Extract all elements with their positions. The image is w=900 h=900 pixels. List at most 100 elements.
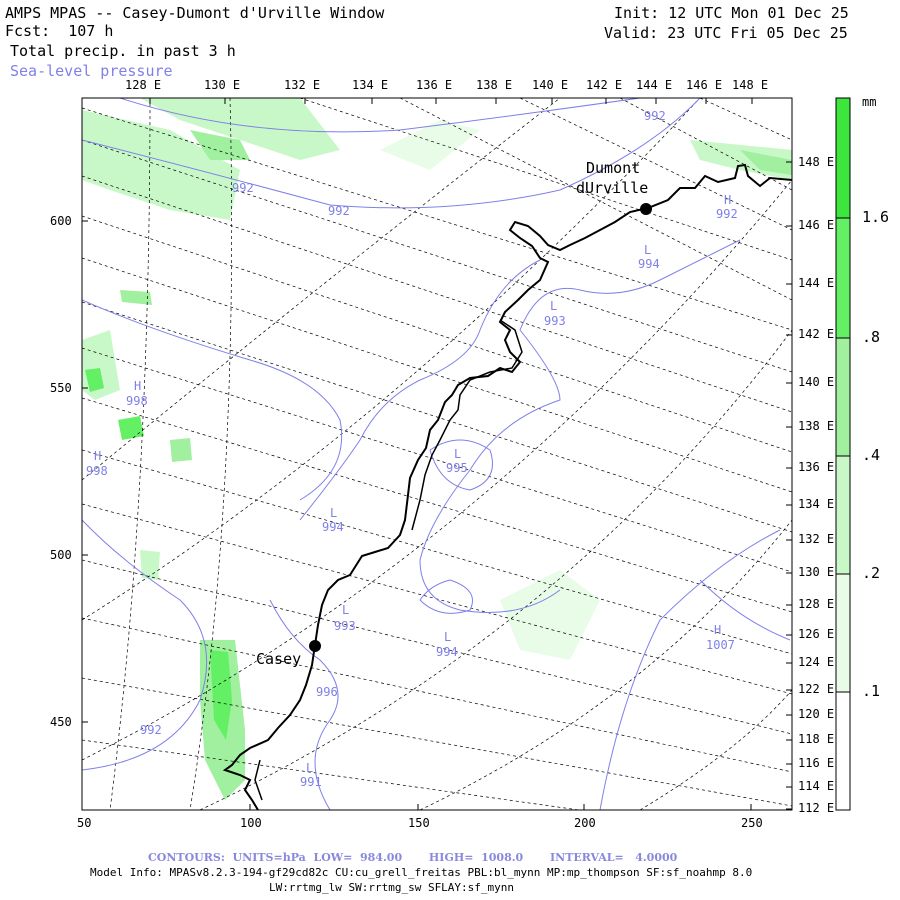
precip-area	[82, 330, 120, 400]
init-time: Init: 12 UTC Mon 01 Dec 25	[614, 4, 849, 22]
coastline	[222, 163, 792, 810]
station-label: Casey	[256, 650, 301, 668]
top-tick: 130 E	[204, 78, 241, 92]
colorbar-segment	[836, 456, 850, 574]
precip-area	[740, 150, 792, 175]
right-tick: 118 E	[798, 732, 835, 746]
isobar-label: 994	[436, 645, 458, 659]
isobar-label: 995	[446, 461, 468, 475]
station-casey	[309, 640, 321, 652]
model-info: Model Info: MPASv8.2.3-194-gf29cd82c CU:…	[90, 866, 753, 879]
legend-level: .1	[862, 682, 881, 700]
low-center: L	[306, 761, 313, 775]
low-center: L	[342, 603, 349, 617]
precip-shading	[82, 98, 792, 800]
precip-area	[690, 140, 792, 180]
precip-area	[500, 570, 600, 660]
precip-area	[85, 368, 104, 392]
right-tick: 130 E	[798, 565, 835, 579]
overlay-name: Sea-level pressure	[10, 62, 173, 80]
station-label: dUrville	[576, 179, 648, 197]
top-tick: 132 E	[284, 78, 321, 92]
isobar-label: 1007	[706, 638, 735, 652]
right-tick: 114 E	[798, 779, 835, 793]
high-center: H	[714, 623, 721, 637]
top-tick: 140 E	[532, 78, 569, 92]
top-tick: 148 E	[732, 78, 769, 92]
forecast-hour: Fcst: 107 h	[5, 22, 114, 40]
isobar-label: 992	[232, 181, 254, 195]
right-tick: 144 E	[798, 276, 835, 290]
right-tick: 116 E	[798, 756, 835, 770]
bottom-tick: 250	[741, 816, 763, 830]
isobar-label: 994	[638, 257, 660, 271]
isobar-label: 992	[328, 204, 350, 218]
legend-unit: mm	[862, 95, 877, 109]
colorbar-segment	[836, 218, 850, 338]
right-tick: 126 E	[798, 627, 835, 641]
colorbar-segment	[836, 98, 850, 218]
bottom-tick: 200	[574, 816, 596, 830]
left-tick: 550	[50, 381, 72, 395]
isobar-label: 993	[544, 314, 566, 328]
bottom-tick: 150	[408, 816, 430, 830]
precip-area	[82, 110, 240, 220]
high-center: H	[134, 379, 141, 393]
high-center: H	[724, 193, 731, 207]
left-tick: 450	[50, 715, 72, 729]
low-center: L	[330, 506, 337, 520]
isobar-label: 993	[334, 619, 356, 633]
colorbar	[835, 97, 851, 811]
top-tick: 128 E	[125, 78, 162, 92]
left-tick: 600	[50, 214, 72, 228]
isobars	[82, 98, 791, 810]
isobar-label: 992	[140, 723, 162, 737]
right-tick: 120 E	[798, 707, 835, 721]
legend-level: 1.6	[862, 208, 890, 226]
isobar-label: 994	[322, 520, 344, 534]
top-tick: 134 E	[352, 78, 389, 92]
right-tick: 138 E	[798, 419, 835, 433]
isobar-label: 998	[126, 394, 148, 408]
plot-frame	[81, 97, 793, 811]
precip-area	[210, 650, 232, 740]
high-center: H	[94, 449, 101, 463]
right-tick: 142 E	[798, 327, 835, 341]
right-tick: 128 E	[798, 597, 835, 611]
coastline	[254, 759, 263, 801]
isobar-label: 996	[316, 685, 338, 699]
colorbar-segment	[836, 692, 850, 810]
right-tick: 124 E	[798, 655, 835, 669]
colorbar-segment	[836, 574, 850, 692]
precip-area	[140, 550, 160, 580]
precip-area	[118, 416, 144, 440]
isobar-label: 998	[86, 464, 108, 478]
right-tick: 140 E	[798, 375, 835, 389]
right-tick: 146 E	[798, 218, 835, 232]
station-dumont-durville	[640, 203, 652, 215]
coastline	[411, 319, 523, 531]
latlon-grid	[82, 98, 792, 810]
precip-area	[120, 290, 152, 305]
precip-area	[140, 98, 340, 160]
precip-area	[200, 640, 245, 800]
right-tick: 136 E	[798, 460, 835, 474]
tick-marks	[81, 98, 792, 810]
field-name: Total precip. in past 3 h	[10, 42, 236, 60]
top-tick: 138 E	[476, 78, 513, 92]
valid-time: Valid: 23 UTC Fri 05 Dec 25	[604, 24, 848, 42]
top-tick: 144 E	[636, 78, 673, 92]
left-tick: 500	[50, 548, 72, 562]
right-tick: 132 E	[798, 532, 835, 546]
isobar-label: 992	[716, 207, 738, 221]
top-tick: 136 E	[416, 78, 453, 92]
legend-level: .8	[862, 328, 881, 346]
legend-level: .4	[862, 446, 881, 464]
isobar-labels: 992 992 992 992 994 993 995 994 993 994 …	[86, 109, 738, 789]
top-tick: 142 E	[586, 78, 623, 92]
pressure-centers: L L L L L L L H H H H	[94, 193, 731, 775]
physics-info: LW:rrtmg_lw SW:rrtmg_sw SFLAY:sf_mynn	[269, 881, 515, 894]
bottom-tick: 100	[240, 816, 262, 830]
low-center: L	[550, 299, 557, 313]
